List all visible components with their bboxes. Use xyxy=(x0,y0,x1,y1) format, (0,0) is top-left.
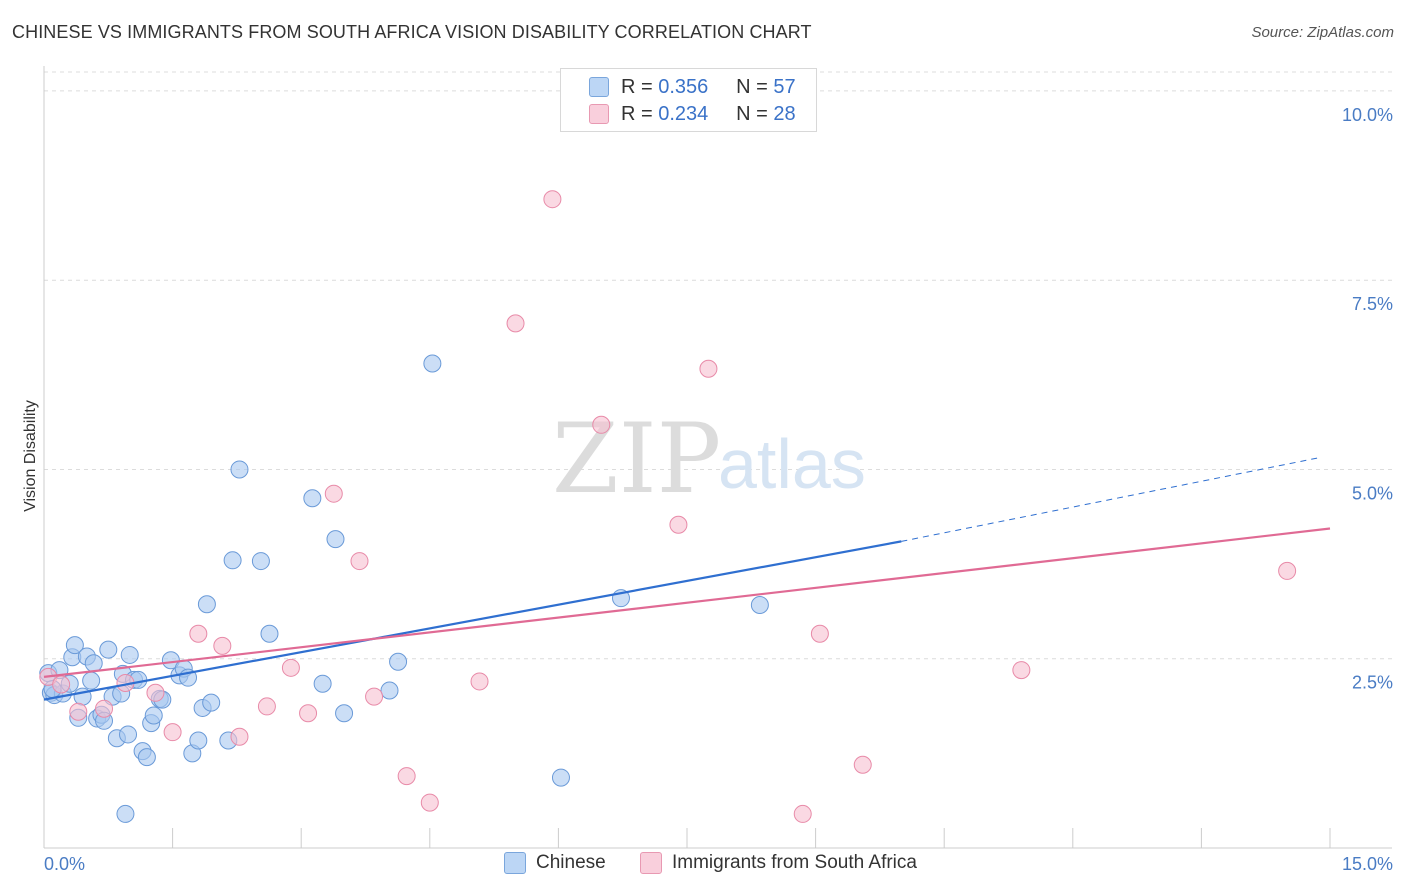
legend-r-label: R = xyxy=(621,75,659,98)
south-africa-point xyxy=(506,314,525,333)
watermark-atlas: atlas xyxy=(718,425,866,503)
source-label: Source: ZipAtlas.com xyxy=(1251,24,1394,41)
x-tick-label: 15.0% xyxy=(1342,854,1393,874)
chinese-point xyxy=(313,674,332,693)
x-tick-label: 0.0% xyxy=(44,854,85,874)
south-africa-point xyxy=(793,804,812,823)
south-africa-trend-line xyxy=(43,527,1331,678)
legend-n-label: N = xyxy=(736,102,774,125)
y-tick-label: 5.0% xyxy=(1352,483,1393,503)
south-africa-point xyxy=(699,359,718,378)
chinese-point xyxy=(144,706,163,725)
chinese-point xyxy=(116,804,135,823)
south-africa-point xyxy=(52,675,71,694)
chinese-point xyxy=(750,595,769,614)
bottom-legend-label-south-africa: Immigrants from South Africa xyxy=(672,852,917,873)
south-africa-point xyxy=(810,624,829,643)
south-africa-point xyxy=(470,672,489,691)
chart-title: CHINESE VS IMMIGRANTS FROM SOUTH AFRICA … xyxy=(12,22,812,42)
south-africa-point xyxy=(669,515,688,534)
chinese-point xyxy=(189,731,208,750)
legend-n-label: N = xyxy=(736,75,774,98)
bottom-legend-label-chinese: Chinese xyxy=(536,852,606,873)
chinese-point xyxy=(230,460,249,479)
chinese-point xyxy=(84,654,103,673)
chinese-point xyxy=(197,595,216,614)
south-africa-point xyxy=(1012,661,1031,680)
legend-r-value: 0.234 xyxy=(658,102,709,125)
chinese-point xyxy=(326,530,345,549)
y-tick-label: 7.5% xyxy=(1352,294,1393,314)
south-africa-point xyxy=(213,636,232,655)
trend-lines xyxy=(43,457,1331,701)
chinese-point xyxy=(303,489,322,508)
chinese-point xyxy=(99,640,118,659)
bottom-legend-swatch-blue xyxy=(504,852,526,874)
bottom-legend-swatch-pink xyxy=(640,852,662,874)
south-africa-point xyxy=(592,415,611,434)
chinese-point xyxy=(551,768,570,787)
chinese-point xyxy=(202,693,221,712)
bottom-legend-south-africa: Immigrants from South Africa xyxy=(640,852,917,874)
legend-r-label: R = xyxy=(621,102,659,125)
south-africa-point xyxy=(350,552,369,571)
chinese-point xyxy=(119,725,138,744)
legend-r-value: 0.356 xyxy=(658,75,709,98)
south-africa-point xyxy=(281,658,300,677)
south-africa-point xyxy=(69,702,88,721)
south-africa-point xyxy=(189,624,208,643)
south-africa-point xyxy=(163,723,182,742)
watermark-zip: ZIP xyxy=(552,403,721,515)
chinese-point xyxy=(380,681,399,700)
bottom-legend-chinese: Chinese xyxy=(504,852,606,874)
chinese-point xyxy=(251,552,270,571)
south-africa-point xyxy=(1278,561,1297,580)
south-africa-point xyxy=(257,697,276,716)
south-africa-point xyxy=(365,687,384,706)
chinese-trend-line xyxy=(43,540,902,701)
south-africa-point xyxy=(146,683,165,702)
legend: R = 0.356 N = 57 R = 0.234 N = 28 xyxy=(560,68,817,132)
chinese-trend-extension xyxy=(901,457,1318,542)
legend-n-value: 28 xyxy=(773,102,796,125)
chinese-point xyxy=(223,551,242,570)
south-africa-point xyxy=(397,767,416,786)
chinese-point xyxy=(82,671,101,690)
south-africa-point xyxy=(230,727,249,746)
south-africa-point xyxy=(95,699,114,718)
south-africa-point xyxy=(324,484,343,503)
y-tick-label: 2.5% xyxy=(1352,673,1393,693)
legend-n-value: 57 xyxy=(773,75,796,98)
south-africa-point xyxy=(543,190,562,209)
south-africa-point xyxy=(420,793,439,812)
axes xyxy=(43,66,1392,849)
chinese-point xyxy=(335,704,354,723)
chinese-point xyxy=(389,652,408,671)
south-africa-point xyxy=(853,755,872,774)
grid-lines xyxy=(44,71,1392,660)
legend-swatch-blue xyxy=(589,77,609,97)
y-tick-label: 10.0% xyxy=(1342,105,1393,125)
watermark: ZIP atlas xyxy=(552,403,866,515)
chinese-point xyxy=(423,354,442,373)
y-axis-label: Vision Disability xyxy=(22,400,39,512)
chinese-point xyxy=(120,645,139,664)
south-africa-point xyxy=(299,704,318,723)
chinese-point xyxy=(260,624,279,643)
legend-swatch-pink xyxy=(589,104,609,124)
tick-labels: 2.5% 5.0% 7.5% 10.0% 0.0% 15.0% xyxy=(44,105,1393,874)
chinese-point xyxy=(137,748,156,767)
chinese-point xyxy=(65,636,84,655)
